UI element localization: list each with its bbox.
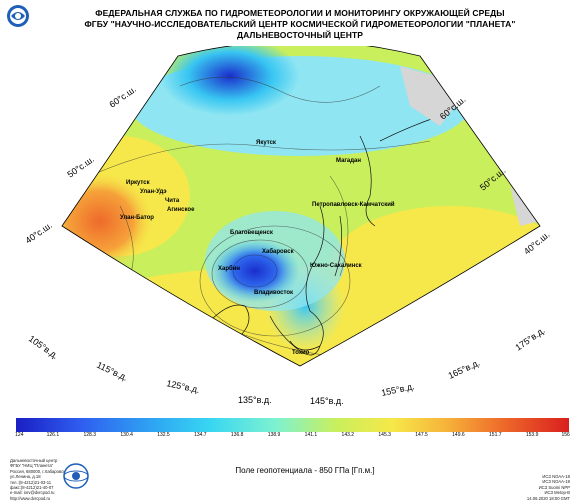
planeta-logo-icon [63,463,89,489]
city-ulaanbaatar: Улан-Батор [120,215,154,221]
footer-line: ИСЗ Metop-B [544,490,570,496]
colorbar-tick-label: 147.5 [415,432,428,438]
map-title: Поле геопотенциала - 850 ГПа [Гп.м.] [235,466,375,475]
footer-line: ИСЗ NOAA-19 [542,479,570,485]
city-ulan-ude: Улан-Удэ [140,189,167,195]
header: ФЕДЕРАЛЬНАЯ СЛУЖБА ПО ГИДРОМЕТЕОРОЛОГИИ … [0,0,584,52]
footer-line: http://www.dvrcpod.ru [10,495,51,501]
city-petropavlovsk: Петропавловск-Камчатский [312,201,395,208]
colorbar-gradient [16,418,569,432]
city-harbin: Харбин [218,265,240,272]
lon-175: 175°в.д. [513,325,546,352]
colorbar-tick-label: 143.2 [341,432,355,438]
lon-145: 145°в.д. [310,396,344,406]
city-yakutsk: Якутск [256,140,276,146]
satellite-info: ИСЗ NOAA-18 ИСЗ NOAA-19 ИСЗ Suomi NPP ИСЗ M… [490,474,570,501]
footer-line: ул.Ленина, д.18 [10,474,41,480]
lon-165: 165°в.д. [447,358,482,381]
header-title: ФЕДЕРАЛЬНАЯ СЛУЖБА ПО ГИДРОМЕТЕОРОЛОГИИ … [40,8,560,41]
lon-135: 135°в.д. [238,395,272,405]
footer-line: тел.:(8-4212)21-03-11 [10,479,52,485]
map-canvas: Якутск Магадан Иркутск Улан-Удэ Чита Аги… [23,46,552,406]
footer-line: ИСЗ NOAA-18 [542,474,570,479]
city-vladivostok: Владивосток [254,290,293,296]
lon-115: 115°в.д. [95,360,129,383]
colorbar-tick-label: 132.5 [157,432,170,438]
city-blagoveshchensk: Благовещенск [230,230,273,236]
lat-60-left: 60°с.ш. [107,84,138,110]
header-line-1: ФЕДЕРАЛЬНАЯ СЛУЖБА ПО ГИДРОМЕТЕОРОЛОГИИ … [95,8,505,18]
colorbar-tick-label: 145.3 [378,432,391,438]
footer-line: e-mail: iorv@dvrcpod.ru [10,490,55,496]
header-line-3: ДАЛЬНЕВОСТОЧНЫЙ ЦЕНТР [236,30,364,40]
lat-50-left: 50°с.ш. [65,154,96,180]
coastlines [209,115,441,356]
colorbar-tick-label: 153.9 [525,432,539,438]
colorbar-ticks: 124 126.1 128.3 130.4 132.5 134.7 136.8 138.9 14… [15,432,570,442]
city-magadan: Магадан [336,158,361,164]
city-aginskoe: Агинское [167,207,195,213]
city-tokyo: Токио [292,350,310,356]
footer-line: 14.06.2020 18:00 GMT [526,495,570,501]
colorbar-tick-label: 124 [15,432,24,438]
footer-line: факс:(8-4212)21-40-07 [10,485,54,491]
footer-contacts: Дальневосточный центр ФГБУ "НИЦ "Планета"… [10,458,90,501]
colorbar-tick-label: 151.7 [489,432,502,438]
footer-line: Россия, 680000, г.Хабаровск [10,468,66,474]
lon-105: 105°в.д. [27,333,60,360]
colorbar-tick-label: 141.1 [304,432,318,438]
lon-155: 155°в.д. [380,381,415,398]
header-line-2: ФГБУ "НАУЧНО-ИССЛЕДОВАТЕЛЬСКИЙ ЦЕНТР КОС… [84,19,516,29]
city-yuzhno-sakhalinsk: Южно-Сахалинск [310,263,362,269]
colorbar-tick-label: 126.1 [46,432,60,438]
geopotential-map: Якутск Магадан Иркутск Улан-Удэ Чита Аги… [0,46,584,418]
colorbar-tick-label: 128.3 [83,432,96,438]
colorbar-tick-label: 138.9 [267,432,281,438]
colorbar [16,418,569,432]
footer-line: ИСЗ Suomi NPP [538,484,570,490]
footer: Дальневосточный центр ФГБУ "НИЦ "Планета"… [0,452,584,501]
map-frame [61,46,541,367]
roshydromet-logo-icon [7,5,29,27]
colorbar-tick-label: 136.8 [230,432,244,438]
city-khabarovsk: Хабаровск [262,248,294,255]
city-irkutsk: Иркутск [126,180,150,186]
colorbar-tick-label: 130.4 [120,432,133,438]
footer-line: ФГБУ "НИЦ "Планета" [10,463,54,469]
colorbar-tick-label: 149.6 [452,432,465,438]
lat-40-left: 40°с.ш. [23,220,54,246]
colorbar-tick-label: 156 [561,432,570,438]
lon-125: 125°в.д. [166,378,201,395]
city-labels: Якутск Магадан Иркутск Улан-Удэ Чита Аги… [120,140,395,356]
footer-line: Дальневосточный центр [10,458,58,463]
colorbar-tick-label: 134.7 [194,432,207,438]
city-chita: Чита [165,198,180,204]
